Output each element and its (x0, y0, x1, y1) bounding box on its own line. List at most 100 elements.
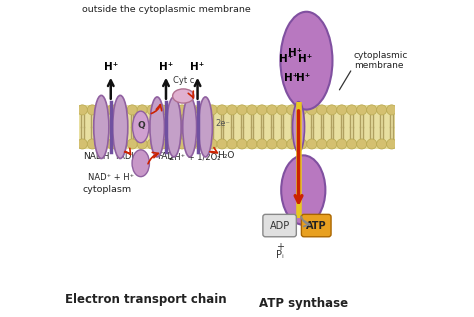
Text: H⁺: H⁺ (296, 73, 310, 83)
Text: ATP: ATP (306, 221, 327, 231)
Text: NAD⁺ + H⁺: NAD⁺ + H⁺ (88, 173, 134, 182)
Circle shape (247, 105, 257, 115)
Circle shape (317, 139, 327, 149)
Text: +: + (275, 242, 283, 252)
Circle shape (337, 105, 347, 115)
Ellipse shape (182, 97, 197, 157)
Circle shape (157, 139, 167, 149)
Circle shape (297, 139, 307, 149)
Circle shape (117, 105, 128, 115)
Circle shape (356, 105, 367, 115)
FancyBboxPatch shape (263, 214, 296, 237)
Ellipse shape (167, 97, 181, 157)
Circle shape (387, 105, 397, 115)
Circle shape (87, 105, 97, 115)
Circle shape (107, 139, 118, 149)
Text: H⁺: H⁺ (283, 73, 298, 83)
Circle shape (77, 105, 87, 115)
Text: H⁺: H⁺ (191, 62, 205, 72)
Ellipse shape (113, 95, 128, 158)
Ellipse shape (133, 111, 149, 143)
Circle shape (107, 105, 118, 115)
Circle shape (307, 105, 317, 115)
Circle shape (207, 105, 217, 115)
Circle shape (287, 105, 297, 115)
Text: Electron transport chain: Electron transport chain (64, 293, 226, 306)
Text: cytoplasmic
membrane: cytoplasmic membrane (354, 51, 408, 70)
Text: H⁺: H⁺ (159, 62, 173, 72)
Circle shape (237, 105, 247, 115)
Circle shape (117, 139, 128, 149)
Bar (79, 105, 395, 149)
Circle shape (97, 105, 107, 115)
Text: 2e⁻: 2e⁻ (215, 119, 230, 128)
Circle shape (187, 139, 197, 149)
Circle shape (227, 105, 237, 115)
Circle shape (247, 139, 257, 149)
Text: H⁺: H⁺ (104, 62, 118, 72)
Circle shape (327, 105, 337, 115)
Circle shape (346, 105, 357, 115)
Circle shape (257, 105, 267, 115)
Text: H⁺: H⁺ (288, 48, 302, 57)
Circle shape (177, 105, 187, 115)
Text: FADH₂: FADH₂ (115, 152, 141, 161)
Circle shape (317, 105, 327, 115)
Text: H⁺: H⁺ (298, 54, 312, 64)
Circle shape (167, 139, 177, 149)
Circle shape (127, 139, 137, 149)
Circle shape (287, 139, 297, 149)
Circle shape (127, 105, 137, 115)
Text: H₂O: H₂O (217, 151, 235, 160)
Circle shape (157, 105, 167, 115)
Circle shape (267, 105, 277, 115)
Text: outside the cytoplasmic membrane: outside the cytoplasmic membrane (82, 5, 251, 15)
Ellipse shape (281, 155, 325, 225)
Circle shape (387, 139, 397, 149)
Text: FAD: FAD (157, 152, 174, 161)
Circle shape (237, 139, 247, 149)
Text: Pᵢ: Pᵢ (276, 250, 283, 260)
Circle shape (277, 105, 287, 115)
Ellipse shape (292, 102, 304, 152)
Circle shape (77, 139, 87, 149)
Ellipse shape (132, 150, 149, 177)
Ellipse shape (281, 12, 332, 110)
Text: H⁺: H⁺ (279, 54, 293, 64)
Circle shape (227, 139, 237, 149)
Text: 2H⁺ + 1/2O₂: 2H⁺ + 1/2O₂ (169, 152, 220, 161)
Circle shape (147, 139, 157, 149)
Circle shape (207, 139, 217, 149)
FancyBboxPatch shape (301, 214, 331, 237)
Text: cytoplasm: cytoplasm (82, 185, 131, 194)
Circle shape (177, 139, 187, 149)
Circle shape (217, 105, 227, 115)
Circle shape (97, 139, 107, 149)
Circle shape (277, 139, 287, 149)
Text: Cyt c: Cyt c (173, 76, 194, 85)
Ellipse shape (173, 89, 194, 103)
Text: Q: Q (137, 121, 145, 130)
Circle shape (377, 105, 387, 115)
Circle shape (137, 105, 147, 115)
Circle shape (346, 139, 357, 149)
Ellipse shape (150, 97, 164, 157)
Circle shape (267, 139, 277, 149)
Circle shape (167, 105, 177, 115)
Ellipse shape (94, 95, 109, 158)
Circle shape (307, 139, 317, 149)
Circle shape (187, 105, 197, 115)
Circle shape (377, 139, 387, 149)
Circle shape (297, 105, 307, 115)
Circle shape (327, 139, 337, 149)
Circle shape (147, 105, 157, 115)
Circle shape (257, 139, 267, 149)
Text: ADP: ADP (270, 221, 290, 231)
Text: ATP synthase: ATP synthase (259, 297, 348, 310)
Circle shape (337, 139, 347, 149)
Circle shape (137, 139, 147, 149)
Ellipse shape (199, 97, 212, 157)
Circle shape (87, 139, 97, 149)
Circle shape (197, 139, 207, 149)
Text: NADH: NADH (83, 152, 110, 161)
